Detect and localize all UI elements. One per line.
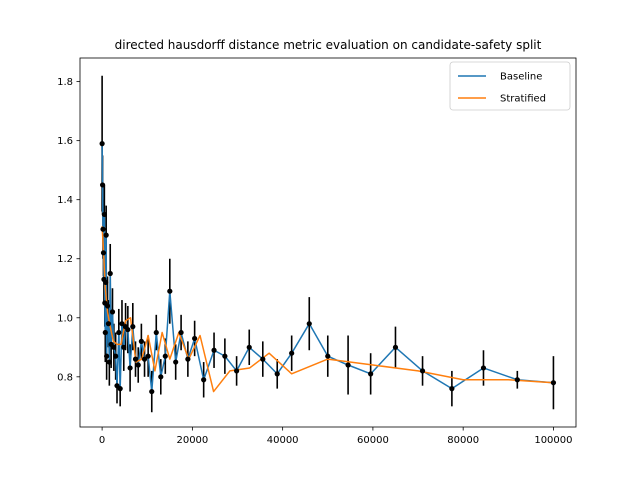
data-point bbox=[392, 344, 399, 350]
data-point bbox=[211, 347, 217, 353]
x-tick-label: 40000 bbox=[267, 435, 299, 446]
data-point bbox=[158, 374, 164, 380]
series-line-baseline bbox=[101, 143, 554, 393]
data-point bbox=[289, 350, 295, 356]
data-point bbox=[514, 377, 520, 383]
data-point bbox=[105, 321, 112, 327]
data-point bbox=[246, 344, 252, 350]
data-point bbox=[345, 362, 351, 368]
data-point bbox=[419, 368, 426, 374]
data-point bbox=[127, 365, 133, 371]
data-point bbox=[141, 356, 148, 362]
data-point bbox=[109, 309, 116, 315]
x-tick-label: 100000 bbox=[534, 435, 572, 446]
data-point bbox=[178, 329, 184, 336]
axes: 0 20000 40000 60000 80000 100000 0.8 1.0 1.2 1.4 1… bbox=[57, 57, 577, 446]
data-point bbox=[104, 353, 110, 359]
data-point bbox=[132, 356, 139, 362]
data-point bbox=[121, 344, 127, 350]
data-point bbox=[100, 226, 106, 232]
data-point bbox=[100, 250, 107, 256]
data-point bbox=[260, 356, 266, 362]
data-point bbox=[149, 388, 155, 395]
data-point bbox=[234, 368, 240, 374]
data-point bbox=[104, 303, 111, 309]
data-point bbox=[325, 353, 331, 359]
data-point bbox=[173, 359, 179, 365]
data-point bbox=[125, 326, 131, 333]
data-point bbox=[480, 365, 487, 371]
data-point bbox=[135, 362, 141, 368]
data-point bbox=[162, 353, 168, 359]
data-point bbox=[167, 288, 173, 294]
y-tick-label: 0.8 bbox=[57, 372, 73, 383]
data-point bbox=[101, 211, 107, 218]
plot-area bbox=[99, 75, 557, 413]
x-tick-label: 20000 bbox=[176, 435, 208, 446]
data-point bbox=[102, 329, 108, 336]
data-point bbox=[117, 386, 123, 392]
legend-label-baseline: Baseline bbox=[500, 72, 542, 83]
data-point bbox=[153, 329, 159, 336]
data-point bbox=[119, 321, 125, 327]
data-point bbox=[222, 353, 228, 359]
data-point bbox=[130, 324, 136, 330]
data-point bbox=[107, 270, 113, 277]
data-point bbox=[368, 371, 374, 377]
data-point bbox=[99, 182, 106, 188]
data-point bbox=[103, 232, 109, 238]
data-point bbox=[449, 386, 455, 392]
data-point bbox=[106, 359, 112, 365]
data-point bbox=[103, 279, 109, 285]
data-point bbox=[192, 335, 198, 342]
data-point bbox=[111, 344, 117, 350]
y-tick-label: 1.6 bbox=[57, 136, 73, 147]
y-tick-label: 1.8 bbox=[57, 77, 73, 88]
x-tick-label: 80000 bbox=[447, 435, 479, 446]
data-point bbox=[113, 353, 119, 359]
legend-label-stratified: Stratified bbox=[500, 94, 546, 105]
data-point bbox=[274, 371, 280, 377]
data-point bbox=[116, 329, 122, 336]
y-tick-label: 1.4 bbox=[57, 195, 73, 206]
axes-frame bbox=[79, 57, 577, 428]
data-point bbox=[306, 321, 312, 327]
series-line-stratified bbox=[101, 226, 554, 393]
data-point bbox=[550, 380, 557, 386]
data-point bbox=[138, 338, 144, 344]
y-tick-label: 1.0 bbox=[57, 313, 73, 324]
data-point bbox=[201, 377, 207, 383]
data-point bbox=[185, 356, 191, 362]
chart-title: directed hausdorff distance metric evalu… bbox=[115, 38, 542, 52]
data-point bbox=[99, 141, 105, 147]
legend: Baseline Stratified bbox=[449, 61, 571, 111]
data-point bbox=[145, 353, 151, 359]
x-tick-label: 60000 bbox=[357, 435, 389, 446]
x-tick-label: 0 bbox=[99, 435, 105, 446]
y-tick-label: 1.2 bbox=[57, 254, 73, 265]
